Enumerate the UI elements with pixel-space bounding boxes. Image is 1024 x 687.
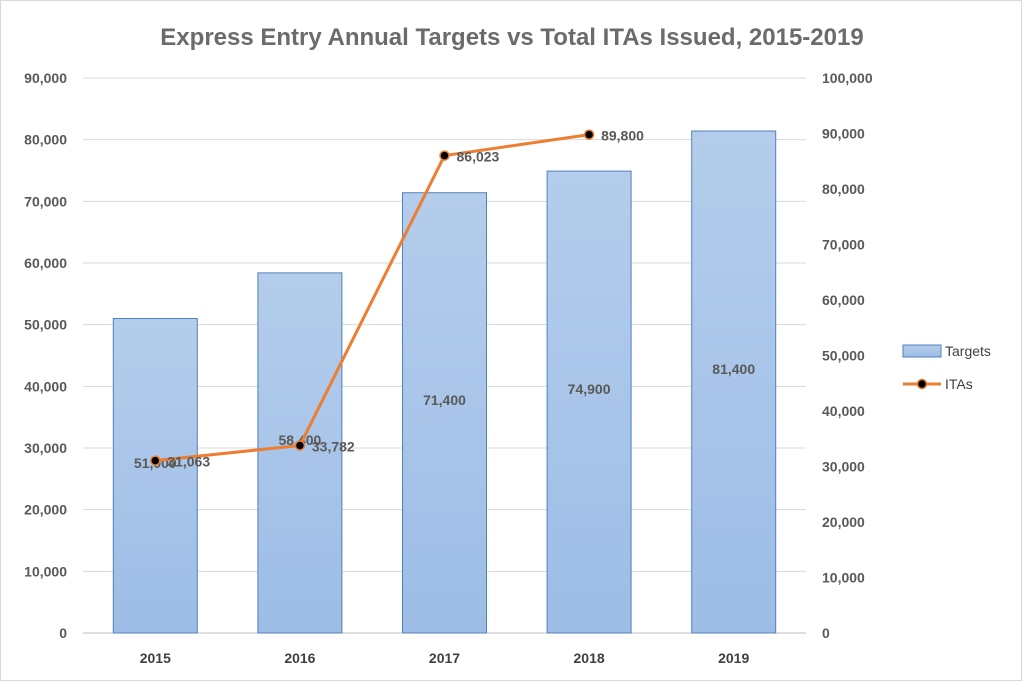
legend-label-targets: Targets (945, 343, 991, 359)
y-right-tick-label: 40,000 (822, 403, 865, 419)
bar-data-label: 74,900 (568, 381, 611, 397)
y-right-tick-label: 60,000 (822, 292, 865, 308)
y-right-tick-label: 100,000 (822, 70, 873, 86)
y-axis-left: 0 10,000 20,000 30,000 40,000 50,000 60,000 70,… (24, 70, 67, 641)
bar-2015 (112, 318, 198, 634)
y-right-tick-label: 80,000 (822, 181, 865, 197)
y-left-tick-label: 0 (59, 625, 67, 641)
y-left-tick-label: 10,000 (24, 563, 67, 579)
bar-2017 (402, 192, 487, 634)
itas-line (155, 133, 590, 463)
bar-data-label: 71,400 (423, 392, 466, 408)
legend-label-itas: ITAs (945, 376, 973, 392)
legend-swatch-targets (902, 344, 942, 358)
y-left-tick-label: 70,000 (24, 193, 67, 209)
bar-data-label: 81,400 (712, 361, 755, 377)
y-left-tick-label: 80,000 (24, 132, 67, 148)
itas-point-2017 (439, 150, 450, 161)
itas-point-2016 (294, 440, 306, 451)
itas-point-2015 (150, 455, 161, 466)
legend-marker-itas (916, 378, 928, 390)
x-tick-label: 2019 (718, 650, 749, 666)
y-left-tick-label: 60,000 (24, 255, 67, 271)
y-axis-right: 0 10,000 20,000 30,000 40,000 50,000 60,000 70,… (822, 70, 873, 641)
itas-data-label: 89,800 (601, 128, 644, 144)
y-left-tick-label: 40,000 (24, 378, 67, 394)
itas-data-label: 31,063 (167, 454, 210, 470)
y-left-tick-label: 50,000 (24, 317, 67, 333)
itas-data-label: 86,023 (457, 149, 500, 165)
bar-2019 (691, 130, 777, 634)
y-right-tick-label: 30,000 (822, 459, 865, 475)
x-tick-label: 2016 (284, 650, 315, 666)
legend: Targets ITAs (902, 343, 991, 392)
y-left-tick-label: 20,000 (24, 502, 67, 518)
line-series-itas: 31,063 33,782 86,023 89,800 (150, 128, 644, 470)
chart-title: Express Entry Annual Targets vs Total IT… (160, 24, 863, 51)
x-tick-label: 2015 (140, 650, 171, 666)
bar-2016 (257, 272, 343, 634)
y-left-tick-label: 90,000 (24, 70, 67, 86)
y-right-tick-label: 20,000 (822, 514, 865, 530)
bar-data-label: 58,400 (278, 432, 321, 448)
itas-data-label: 33,782 (312, 439, 355, 455)
y-right-tick-label: 70,000 (822, 237, 865, 253)
y-right-tick-label: 90,000 (822, 126, 865, 142)
y-right-tick-label: 50,000 (822, 348, 865, 364)
x-axis: 2015 2016 2017 2018 2019 (140, 650, 750, 666)
y-left-tick-label: 30,000 (24, 440, 67, 456)
y-right-tick-label: 0 (822, 625, 830, 641)
x-tick-label: 2018 (574, 650, 605, 666)
itas-point-2018 (583, 129, 595, 140)
bar-2018 (546, 170, 632, 634)
x-tick-label: 2017 (429, 650, 460, 666)
y-right-tick-label: 10,000 (822, 570, 865, 586)
